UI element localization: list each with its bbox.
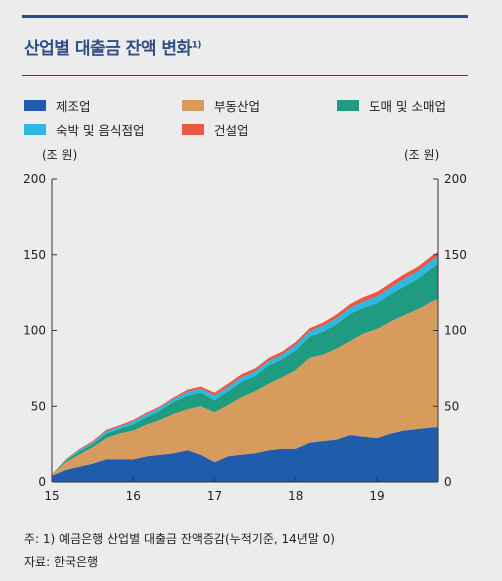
source-note: 자료: 한국은행: [24, 555, 99, 569]
unit-label-right: (조 원): [404, 148, 439, 162]
area-manufacturing: [52, 427, 438, 482]
legend-item-manufacturing: 제조업: [24, 96, 91, 115]
y-tick-label-right: 150: [444, 248, 467, 262]
x-tick-label: 15: [44, 489, 59, 503]
legend-item-accommodation-food: 숙박 및 음식점업: [24, 120, 144, 139]
legend-swatch: [24, 124, 46, 135]
y-tick-label-left: 200: [23, 172, 46, 186]
y-tick-label-left: 150: [23, 248, 46, 262]
y-tick-label-right: 0: [444, 475, 452, 489]
legend-swatch: [24, 100, 46, 111]
y-tick-label-right: 200: [444, 172, 467, 186]
area-wholesale-retail: [52, 263, 438, 475]
area-real-estate: [52, 298, 438, 476]
legend-label: 숙박 및 음식점업: [56, 123, 145, 138]
x-tick-label: 17: [207, 489, 222, 503]
y-tick-label-left: 50: [31, 399, 46, 413]
x-tick-label: 18: [288, 489, 303, 503]
top-rule: [22, 15, 468, 18]
legend-item-construction: 건설업: [182, 120, 249, 139]
legend-label: 건설업: [214, 123, 249, 138]
x-tick-label: 19: [369, 489, 384, 503]
unit-label-left: (조 원): [42, 148, 77, 162]
title-note-marker: 1): [191, 40, 202, 51]
legend-label: 제조업: [56, 99, 91, 114]
legend-item-real-estate: 부동산업: [182, 96, 260, 115]
area-layer: [52, 251, 438, 482]
footnote: 주: 1) 예금은행 산업별 대출금 잔액증감(누적기준, 14년말 0): [24, 532, 335, 546]
legend-label: 도매 및 소매업: [369, 99, 446, 114]
legend-swatch: [182, 124, 204, 135]
title-text: 산업별 대출금 잔액 변화: [24, 39, 192, 59]
x-tick-label: 16: [126, 489, 141, 503]
legend-item-wholesale-retail: 도매 및 소매업: [337, 96, 446, 115]
y-tick-label-left: 100: [23, 324, 46, 338]
legend-label: 부동산업: [214, 99, 261, 114]
y-tick-label-right: 50: [444, 399, 459, 413]
chart-title: 산업별 대출금 잔액 변화1): [24, 34, 202, 59]
title-rule: [22, 75, 468, 76]
y-tick-label-right: 100: [444, 324, 467, 338]
legend-swatch: [182, 100, 204, 111]
axes-layer: 0 0 50 50 100 100 150 150 200 200 15 16 17 18 19: [23, 172, 467, 503]
y-tick-label-left: 0: [38, 475, 46, 489]
legend-swatch: [337, 100, 359, 111]
